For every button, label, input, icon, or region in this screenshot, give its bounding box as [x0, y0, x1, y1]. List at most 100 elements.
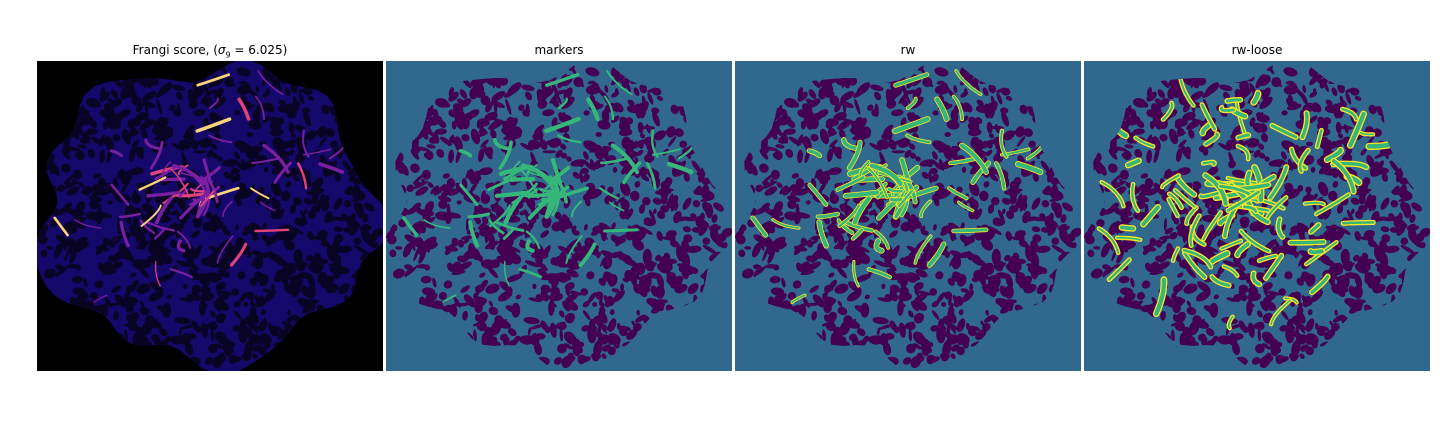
frangi-hole	[215, 343, 224, 350]
frangi-hole	[195, 88, 205, 98]
frangi-ridge	[200, 175, 209, 192]
seg-hole	[415, 264, 429, 269]
seg-hole	[711, 214, 718, 223]
seg-vessel	[1182, 249, 1212, 269]
seg-hole	[772, 152, 780, 159]
frangi-hole	[193, 219, 202, 229]
frangi-hole	[108, 239, 116, 248]
seg-hole	[992, 275, 1001, 289]
seg-vessel	[808, 183, 828, 207]
frangi-hole	[362, 214, 369, 223]
seg-hole	[826, 254, 833, 263]
seg-vessel	[1161, 174, 1180, 189]
seg-hole	[627, 99, 635, 106]
seg-vessel	[586, 97, 600, 122]
seg-hole	[478, 127, 487, 136]
seg-hole	[867, 104, 874, 111]
frangi-hole	[258, 346, 267, 356]
seg-hole	[1332, 181, 1339, 188]
seg-hole	[495, 211, 504, 222]
seg-hole	[534, 250, 545, 260]
frangi-ridge	[251, 157, 278, 164]
seg-hole	[1136, 120, 1145, 128]
seg-hole	[787, 291, 796, 301]
seg-hole	[448, 91, 459, 102]
frangi-hole	[74, 152, 82, 159]
frangi-hole	[307, 273, 316, 288]
seg-hole	[990, 125, 1005, 130]
seg-hole	[1109, 202, 1120, 212]
seg-hole	[752, 264, 762, 270]
seg-hole	[558, 272, 572, 281]
seg-hole	[1233, 293, 1242, 302]
frangi-ridge	[177, 164, 189, 176]
seg-vessel	[1154, 277, 1167, 316]
seg-hole	[685, 149, 691, 160]
seg-hole	[967, 325, 980, 332]
seg-hole	[1350, 208, 1355, 215]
seg-hole	[436, 149, 445, 158]
seg-vessel	[509, 176, 536, 182]
seg-hole	[1295, 325, 1300, 336]
frangi-ridge	[93, 294, 108, 304]
seg-vessel	[1210, 251, 1230, 264]
seg-hole	[879, 323, 894, 330]
seg-hole	[440, 198, 448, 208]
seg-hole	[470, 128, 481, 145]
seg-vessel	[1251, 271, 1261, 286]
frangi-hole	[348, 218, 361, 228]
frangi-hole	[104, 297, 112, 308]
seg-vessel	[867, 167, 888, 199]
frangi-hole	[228, 354, 239, 363]
seg-hole	[835, 146, 843, 157]
seg-vessel	[487, 176, 516, 192]
seg-hole	[1146, 87, 1153, 97]
seg-hole	[1289, 82, 1297, 91]
seg-hole	[860, 302, 870, 318]
seg-vessel	[598, 187, 619, 200]
frangi-hole	[175, 260, 192, 268]
seg-vessel	[1290, 147, 1307, 170]
seg-vessel	[545, 192, 560, 219]
seg-hole	[1296, 310, 1306, 324]
frangi-hole	[267, 252, 283, 261]
seg-hole	[1146, 149, 1153, 164]
seg-hole	[926, 354, 937, 363]
seg-hole	[1041, 200, 1050, 208]
frangi-hole	[199, 299, 206, 316]
seg-hole	[611, 115, 620, 124]
seg-hole	[396, 270, 403, 276]
frangi-ridge	[161, 161, 172, 179]
seg-hole	[826, 311, 837, 324]
seg-hole	[764, 264, 778, 269]
seg-hole	[471, 169, 480, 184]
seg-vessel	[1225, 98, 1242, 103]
frangi-ridge	[222, 200, 233, 217]
seg-hole	[755, 184, 764, 193]
seg-hole	[486, 146, 494, 157]
frangi-hole	[233, 151, 240, 160]
seg-hole	[1303, 194, 1315, 203]
seg-hole	[1108, 163, 1118, 173]
seg-hole	[1406, 223, 1416, 231]
seg-hole	[582, 173, 590, 182]
seg-hole	[461, 235, 473, 240]
seg-hole	[565, 239, 579, 252]
seg-hole	[760, 202, 771, 212]
seg-hole	[1140, 173, 1149, 179]
seg-hole	[878, 199, 885, 209]
frangi-hole	[234, 110, 241, 116]
seg-hole	[1040, 227, 1051, 233]
seg-vessel	[1167, 198, 1179, 217]
seg-hole	[519, 335, 534, 345]
seg-hole	[824, 297, 837, 304]
seg-hole	[621, 341, 632, 347]
seg-hole	[1246, 138, 1260, 148]
seg-hole	[1102, 269, 1108, 278]
frangi-ridge	[169, 167, 190, 199]
frangi-hole	[276, 208, 285, 220]
seg-hole	[557, 323, 567, 331]
frangi-hole	[125, 314, 132, 322]
seg-hole	[599, 306, 606, 315]
seg-vessel	[994, 161, 1006, 190]
